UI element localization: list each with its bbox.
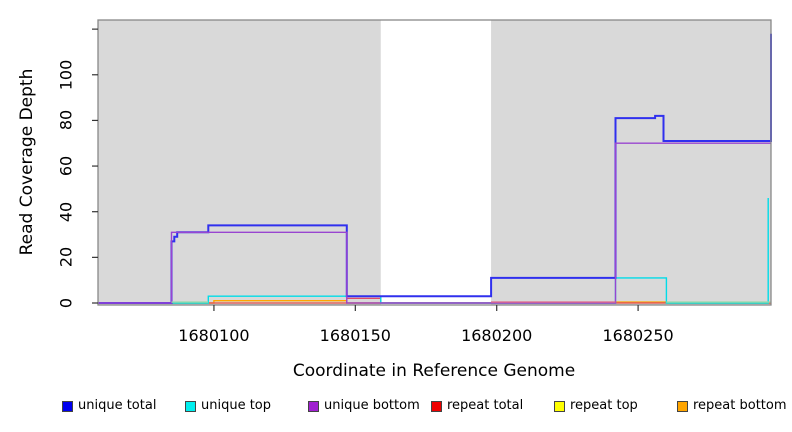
plot-border	[97, 19, 772, 306]
legend-swatch	[431, 401, 442, 412]
legend-label: unique top	[201, 398, 272, 413]
x-tick-label: 1680250	[602, 326, 674, 345]
y-tick-label: 60	[56, 155, 76, 177]
legend-label: repeat bottom	[693, 398, 787, 413]
legend-swatch	[62, 401, 73, 412]
series-line	[98, 142, 771, 304]
legend-label: repeat total	[447, 398, 524, 413]
x-tick-label: 1680150	[319, 326, 391, 345]
legend-label: repeat top	[570, 398, 638, 413]
y-tick-label: 40	[56, 201, 76, 222]
legend-swatch	[554, 401, 565, 412]
y-tick-label: 0	[56, 297, 76, 309]
x-tick-label: 1680100	[178, 326, 250, 345]
legend-swatch	[185, 401, 196, 412]
legend-swatch	[677, 401, 688, 412]
legend-label: unique bottom	[324, 398, 420, 413]
no-data-band	[380, 20, 492, 305]
y-tick-label: 100	[56, 59, 76, 91]
legend-label: unique total	[78, 398, 157, 413]
x-axis-label: Coordinate in Reference Genome	[292, 361, 576, 381]
y-tick-label: 80	[56, 110, 76, 131]
y-axis-label: Read Coverage Depth	[17, 68, 37, 256]
y-tick-label: 20	[56, 247, 76, 268]
legend-swatch	[308, 401, 319, 412]
x-tick-label: 1680200	[461, 326, 533, 345]
